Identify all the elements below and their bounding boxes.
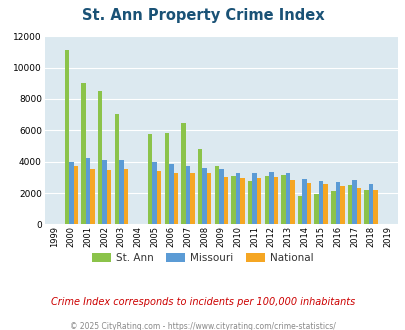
Bar <box>173 173 178 224</box>
Bar <box>314 194 318 224</box>
Bar <box>323 184 327 224</box>
Bar <box>181 122 185 224</box>
Bar <box>256 178 261 224</box>
Bar <box>207 173 211 224</box>
Bar <box>223 178 228 224</box>
Bar <box>273 178 277 224</box>
Bar <box>240 178 244 224</box>
Bar <box>190 174 194 224</box>
Bar <box>347 185 352 224</box>
Bar <box>69 162 73 224</box>
Bar <box>214 166 218 224</box>
Bar <box>98 91 102 224</box>
Bar <box>185 166 190 224</box>
Bar <box>339 186 344 224</box>
Text: St. Ann Property Crime Index: St. Ann Property Crime Index <box>81 8 324 23</box>
Bar <box>168 164 173 224</box>
Bar <box>218 169 223 224</box>
Bar <box>356 187 360 224</box>
Bar <box>252 173 256 224</box>
Bar <box>297 196 302 224</box>
Bar <box>164 133 168 224</box>
Bar <box>107 170 111 224</box>
Bar <box>302 179 306 224</box>
Bar <box>364 190 368 224</box>
Bar <box>156 171 161 224</box>
Bar <box>123 169 128 224</box>
Bar <box>373 190 377 224</box>
Bar <box>197 149 202 224</box>
Bar <box>114 114 119 224</box>
Bar <box>119 160 123 224</box>
Bar <box>102 160 107 224</box>
Bar <box>85 158 90 224</box>
Bar <box>368 183 373 224</box>
Bar <box>64 50 69 224</box>
Bar <box>335 182 339 224</box>
Bar <box>290 180 294 224</box>
Bar <box>264 176 269 224</box>
Bar <box>147 134 152 224</box>
Text: Crime Index corresponds to incidents per 100,000 inhabitants: Crime Index corresponds to incidents per… <box>51 297 354 307</box>
Bar <box>81 83 85 224</box>
Bar <box>318 181 323 224</box>
Text: © 2025 CityRating.com - https://www.cityrating.com/crime-statistics/: © 2025 CityRating.com - https://www.city… <box>70 322 335 330</box>
Bar <box>202 168 207 224</box>
Legend: St. Ann, Missouri, National: St. Ann, Missouri, National <box>88 249 317 267</box>
Bar <box>235 173 240 224</box>
Bar <box>247 181 252 224</box>
Bar <box>90 169 94 224</box>
Bar <box>330 191 335 224</box>
Bar <box>230 176 235 224</box>
Bar <box>269 172 273 224</box>
Bar <box>352 180 356 224</box>
Bar <box>285 173 290 224</box>
Bar <box>152 162 156 224</box>
Bar <box>281 175 285 224</box>
Bar <box>306 183 311 224</box>
Bar <box>73 166 78 224</box>
